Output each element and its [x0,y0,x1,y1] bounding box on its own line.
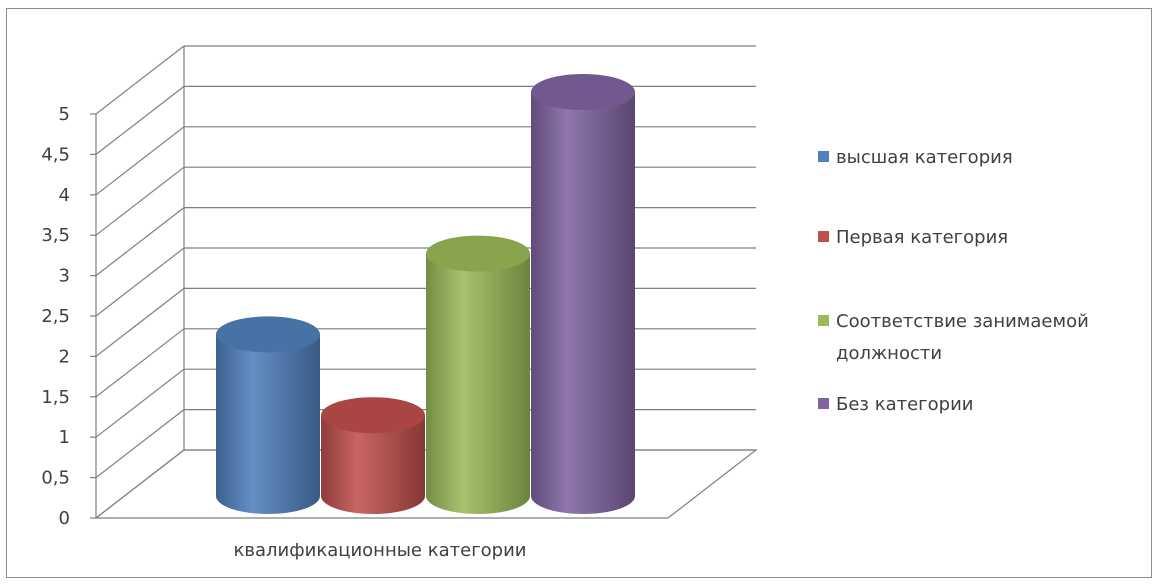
y-tick-label: 0 [59,508,70,529]
legend-swatch [818,398,829,409]
gridline-side [95,287,185,357]
legend-entry-3: Соответствие занимаемой должности [818,311,1089,364]
gridline-side [95,409,185,479]
gridline-side [95,85,185,155]
y-tick-label: 3 [59,266,70,287]
gridline-side [95,368,185,438]
y-tick-label: 2,5 [41,306,70,327]
y-tick-label: 5 [59,104,70,125]
legend-entry-2: Первая категория [818,227,1008,248]
legend-swatch [818,151,829,162]
bar-body [531,92,635,514]
bar-body [321,415,425,514]
bar-3 [426,235,530,514]
legend: высшая категория Первая категория Соответс… [818,147,1089,415]
bar-2 [321,397,425,514]
legend-label: должности [836,343,942,364]
gridline-side [95,328,185,398]
legend-entry-4: Без категории [818,394,973,415]
legend-label: Первая категория [836,227,1008,248]
y-tick-label: 1,5 [41,387,70,408]
gridline-side [95,449,185,519]
bar-top [531,74,635,110]
legend-label: высшая категория [836,147,1013,168]
bar-top [216,316,320,353]
y-tick-label: 1 [59,427,70,448]
x-axis: квалификационные категории [96,517,668,561]
y-tick-label: 0,5 [41,468,70,489]
legend-label: Соответствие занимаемой [836,311,1089,332]
y-tick-label: 3,5 [41,225,70,246]
y-tick-label: 4 [59,185,70,206]
legend-swatch [818,315,829,326]
bar-body [426,253,530,514]
y-tick-label: 2 [59,346,70,367]
gridline-side [95,247,185,317]
y-axis: 0 0,5 1 1,5 2 2,5 3 3,5 4 4,5 5 [41,104,97,529]
bar-body [216,334,320,514]
bar-top [426,235,530,272]
legend-swatch [818,231,829,242]
legend-entry-1: высшая категория [818,147,1013,168]
x-category-label: квалификационные категории [234,540,527,561]
legend-label: Без категории [836,394,973,415]
bar-1 [216,316,320,514]
bar-4 [531,74,635,514]
bar-top [321,397,425,434]
gridline-side [95,207,185,277]
gridline-side [95,166,185,236]
gridline-side [95,45,185,115]
y-tick-label: 4,5 [41,144,70,165]
gridline-side [95,126,185,196]
bars [216,74,635,514]
